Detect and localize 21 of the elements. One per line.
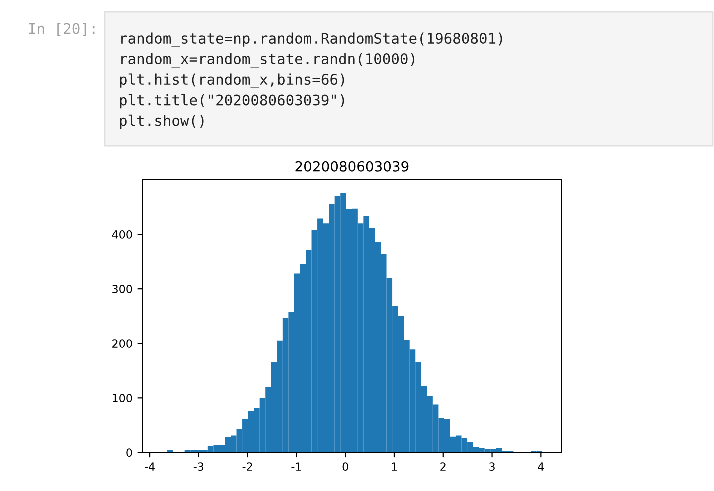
text: plt.hist(random_x,bins=66) <box>120 74 344 88</box>
x-tick-label: 2 <box>440 462 446 471</box>
y-tick-label: 400 <box>112 230 132 239</box>
x-tick-label: 4 <box>538 462 544 471</box>
x-tick-label: 0 <box>342 462 348 472</box>
x-tick-label: -3 <box>194 462 204 472</box>
chart-title: 2020080603039 <box>296 161 409 172</box>
x-tick-label: -2 <box>242 462 252 471</box>
y-tick-label: 300 <box>112 285 132 294</box>
text: plt.show() <box>120 114 204 130</box>
y-tick-label: 200 <box>112 340 132 348</box>
y-tick-label: 100 <box>112 394 132 403</box>
text: random_x=random_state.randn(10000) <box>122 53 414 68</box>
x-tick-label: -4 <box>145 462 155 471</box>
x-tick-label: 3 <box>490 462 495 472</box>
text: random_state=np.random.RandomState(19680801) <box>122 32 502 48</box>
x-tick-label: 1 <box>392 462 397 471</box>
text: plt.title("2020080603039") <box>120 94 344 109</box>
text: In [20]: <box>29 22 95 36</box>
x-tick-label: -1 <box>292 462 302 471</box>
y-tick-label: 0 <box>126 448 132 458</box>
